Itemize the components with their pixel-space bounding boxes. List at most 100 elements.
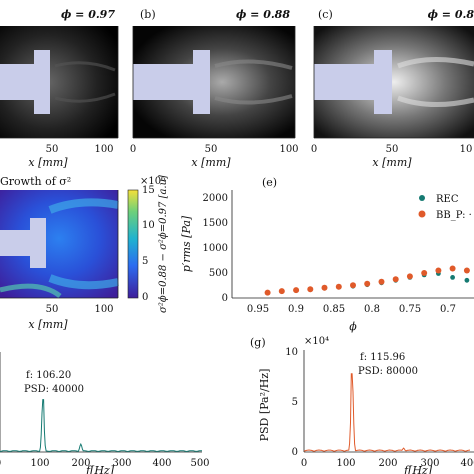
panel-d-colorbar-tick: 5 bbox=[142, 256, 148, 267]
panel-c-tag: (c) bbox=[318, 8, 333, 21]
panel-b-xlabel: x [mm] bbox=[191, 156, 231, 169]
panel-d-colorbar bbox=[127, 189, 139, 299]
panel-g-peak-psd: PSD: 80000 bbox=[358, 366, 418, 377]
panel-e-legend-label: REC bbox=[436, 194, 459, 205]
panel-e-point bbox=[293, 287, 300, 294]
panel-c-phi: ϕ = 0.8 bbox=[428, 8, 474, 21]
panel-b-bluff-body bbox=[133, 50, 210, 114]
panel-e-ytick: 1500 bbox=[203, 218, 228, 229]
panel-d-colorbar-multiplier: ×10⁶ bbox=[140, 176, 165, 187]
panel-e-xlabel: ϕ bbox=[349, 320, 357, 333]
panel-g-xtick: 300 bbox=[420, 458, 439, 469]
panel-f-peak-psd: PSD: 40000 bbox=[24, 384, 84, 395]
panel-g-xtick: 100 bbox=[336, 458, 355, 469]
panel-e-xtick: 0.75 bbox=[399, 304, 421, 315]
panel-c-xtick: 0 bbox=[311, 144, 317, 155]
panel-c-xtick: 50 bbox=[386, 144, 399, 155]
panel-d-xtick: 100 bbox=[94, 304, 113, 315]
panel-e-point bbox=[450, 275, 455, 280]
panel-c: (c) ϕ = 0.8 0 50 10 x [mm] bbox=[311, 8, 474, 169]
panel-c-xlabel: x [mm] bbox=[372, 156, 412, 169]
panel-f-peak-f: f: 106.20 bbox=[26, 370, 71, 381]
panel-e-ytick: 500 bbox=[209, 268, 228, 279]
panel-e-scatter bbox=[264, 265, 470, 296]
panel-f-xtick: 400 bbox=[152, 458, 171, 469]
panel-g-xtick: 400 bbox=[460, 458, 474, 469]
panel-e-ytick: 0 bbox=[222, 293, 228, 304]
panel-e-point bbox=[449, 265, 456, 272]
panel-a-xtick: 100 bbox=[94, 144, 113, 155]
panel-f-xtick: 0 bbox=[0, 458, 1, 469]
panel-e-ytick: 2000 bbox=[203, 193, 228, 204]
psd-series-line bbox=[0, 399, 202, 453]
panel-e-point bbox=[392, 276, 399, 283]
panel-e-xtick: 0.95 bbox=[247, 304, 269, 315]
panel-f: f: 106.20 PSD: 40000 0 100 200 300 400 5… bbox=[0, 352, 210, 474]
panel-c-bluff-body bbox=[314, 50, 392, 114]
panel-a-xtick: 50 bbox=[46, 144, 59, 155]
panel-e-point bbox=[378, 278, 385, 285]
panel-e-point bbox=[364, 280, 371, 287]
panel-e-point bbox=[307, 286, 314, 293]
panel-d-xlabel: x [mm] bbox=[28, 318, 68, 331]
panel-e-point bbox=[463, 267, 470, 274]
panel-e: (e) p′rms [Pa] 0 500 1000 1500 2000 0.95… bbox=[180, 176, 474, 333]
panel-g-ylabel: PSD [Pa²/Hz] bbox=[258, 369, 271, 442]
panel-b-xtick: 50 bbox=[205, 144, 218, 155]
panel-b-xtick: 100 bbox=[279, 144, 298, 155]
panel-f-xtick: 200 bbox=[71, 458, 90, 469]
panel-a: ϕ = 0.97 50 100 x [mm] bbox=[0, 8, 119, 169]
panel-d-colorbar-tick: 15 bbox=[142, 185, 155, 196]
panel-a-xlabel: x [mm] bbox=[28, 156, 68, 169]
panel-e-point bbox=[464, 277, 470, 283]
panel-d-bluff-body bbox=[0, 218, 46, 268]
panel-e-xtick: 0.9 bbox=[288, 304, 304, 315]
panel-g-tag: (g) bbox=[250, 336, 266, 349]
panel-g-xlabel: f[Hz] bbox=[403, 464, 433, 474]
panel-g-xtick: 0 bbox=[301, 458, 307, 469]
panel-e-legend-marker bbox=[419, 195, 425, 201]
panel-e-point bbox=[335, 283, 342, 290]
panel-e-ylabel: p′rms [Pa] bbox=[180, 215, 193, 272]
panel-f-psd-line bbox=[0, 399, 202, 453]
panel-f-xtick: 300 bbox=[112, 458, 131, 469]
panel-f-xtick: 100 bbox=[30, 458, 49, 469]
panel-g: (g) ×10⁴ PSD [Pa²/Hz] 0 5 10 f: 115.96 P… bbox=[250, 336, 474, 474]
panel-e-point bbox=[435, 267, 442, 274]
panel-g-multiplier: ×10⁴ bbox=[304, 336, 329, 347]
panel-e-point bbox=[321, 284, 328, 291]
panel-e-xtick: 0.8 bbox=[364, 304, 380, 315]
panel-g-peak-f: f: 115.96 bbox=[360, 352, 405, 363]
panel-e-ytick: 1000 bbox=[203, 243, 228, 254]
panel-c-xtick: 10 bbox=[460, 144, 473, 155]
panel-e-point bbox=[421, 270, 428, 276]
panel-g-xtick: 200 bbox=[378, 458, 397, 469]
panel-e-legend-marker bbox=[418, 210, 426, 218]
panel-e-point bbox=[264, 289, 271, 296]
panel-g-ytick: 0 bbox=[292, 447, 298, 458]
panel-b-phi: ϕ = 0.88 bbox=[236, 8, 290, 21]
panel-d-colorbar-tick: 0 bbox=[142, 292, 148, 303]
psd-series-line bbox=[303, 373, 470, 452]
panel-b: (b) ϕ = 0.88 0 50 100 x [mm] bbox=[130, 8, 299, 169]
panel-d: Growth of σ² 50 100 x [mm] ×10⁶ 0 5 10 1… bbox=[0, 175, 169, 331]
panel-e-legend-label: BB_P: · bbox=[436, 210, 472, 221]
panel-f-xlabel: f[Hz] bbox=[85, 464, 115, 474]
panel-e-xtick: 0.7 bbox=[440, 304, 456, 315]
panel-e-tag: (e) bbox=[262, 176, 277, 189]
panel-d-colorbar-label: σ²ϕ=0.88 − σ²ϕ=0.97 [a.u] bbox=[158, 175, 169, 313]
panel-d-xtick: 50 bbox=[46, 304, 59, 315]
panel-e-point bbox=[406, 273, 413, 280]
panel-b-xtick: 0 bbox=[130, 144, 136, 155]
panel-a-phi: ϕ = 0.97 bbox=[61, 8, 115, 21]
panel-g-ytick: 5 bbox=[292, 397, 298, 408]
panel-g-ytick: 10 bbox=[285, 347, 298, 358]
panel-e-point bbox=[278, 288, 285, 295]
panel-e-xtick: 0.85 bbox=[323, 304, 345, 315]
panel-d-colorbar-tick: 10 bbox=[142, 220, 155, 231]
panel-b-tag: (b) bbox=[140, 8, 156, 21]
panel-a-bluff-body bbox=[0, 50, 50, 114]
panel-f-xtick: 500 bbox=[190, 458, 209, 469]
panel-d-title: Growth of σ² bbox=[0, 175, 71, 188]
